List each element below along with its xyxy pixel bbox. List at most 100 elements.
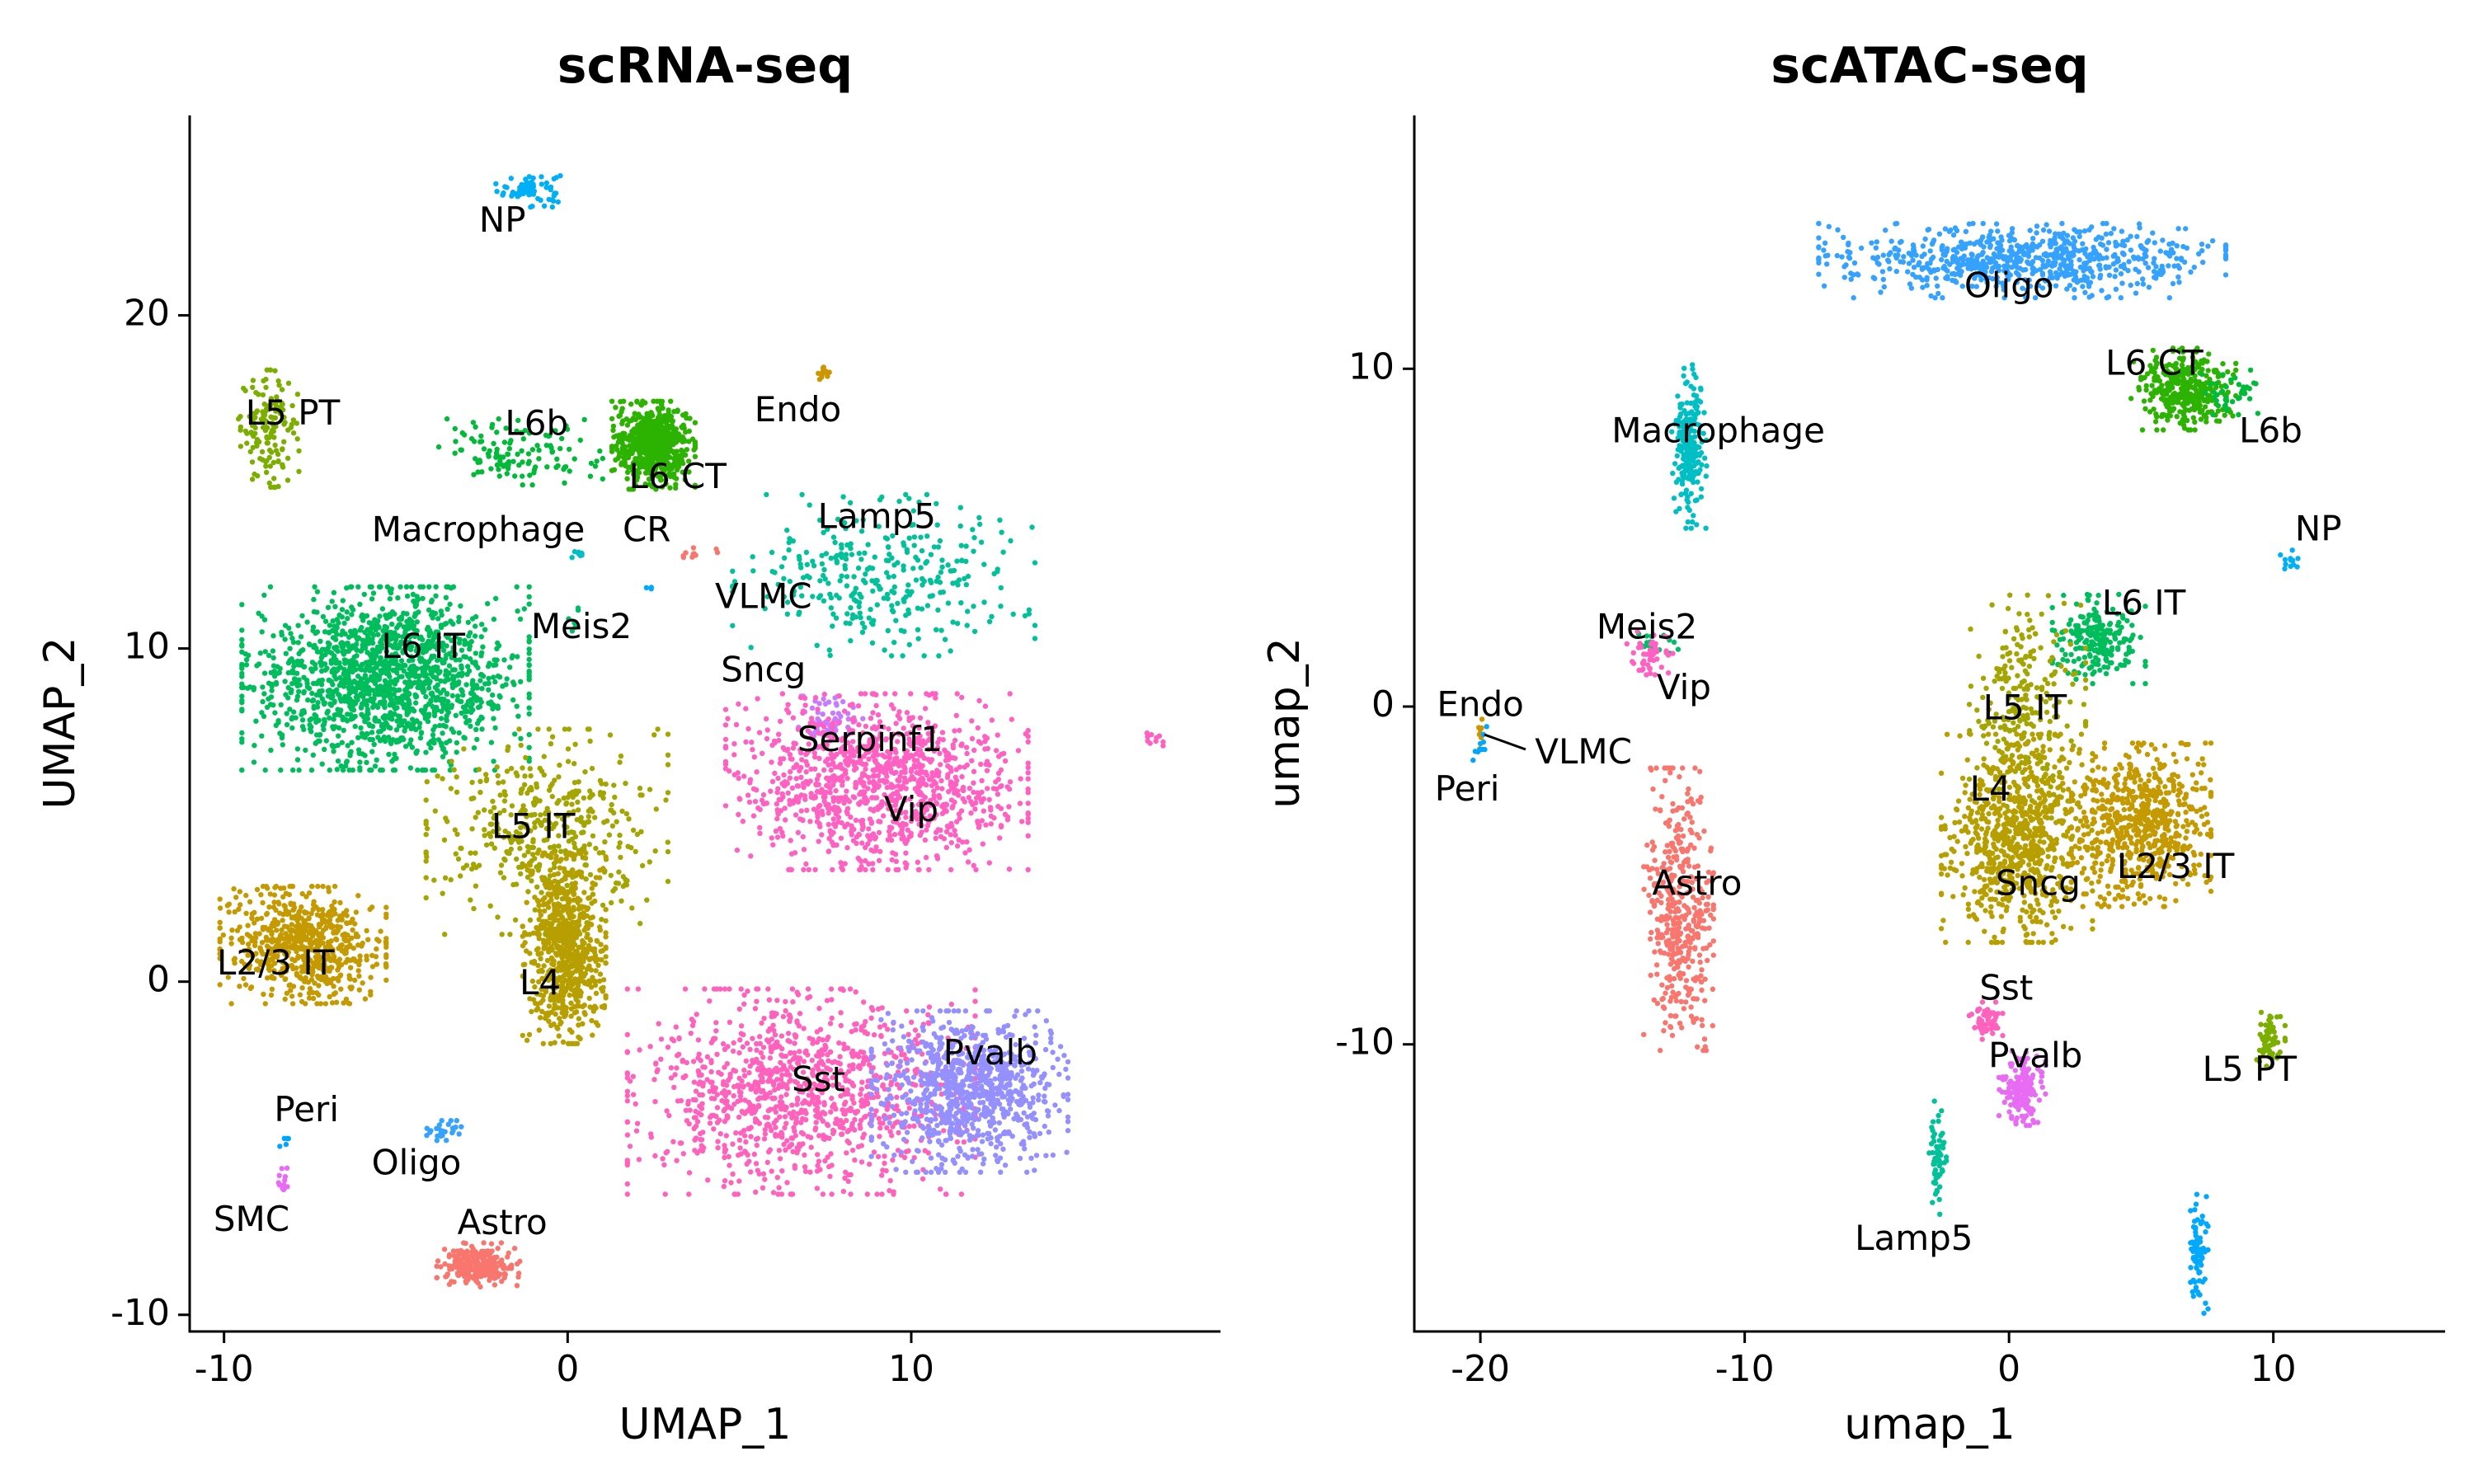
cluster-serpinf1 — [1144, 730, 1166, 749]
data-point — [528, 773, 534, 779]
data-point — [277, 411, 283, 416]
data-point — [791, 740, 797, 746]
data-point — [1025, 833, 1031, 838]
data-point — [556, 904, 562, 909]
data-point — [301, 726, 307, 733]
data-point — [966, 795, 972, 801]
data-point — [443, 724, 449, 730]
data-point — [628, 845, 634, 851]
data-point — [433, 584, 439, 589]
data-point — [812, 866, 818, 873]
data-point — [937, 538, 943, 544]
data-point — [816, 773, 821, 778]
data-point — [750, 813, 757, 819]
data-point — [479, 650, 485, 655]
data-point — [816, 701, 822, 707]
data-point — [372, 617, 378, 622]
data-point — [468, 796, 474, 801]
data-point — [260, 392, 266, 398]
cluster-cr — [680, 545, 721, 561]
data-point — [548, 443, 553, 448]
data-point — [515, 608, 520, 614]
data-point — [722, 803, 729, 809]
data-point — [268, 747, 274, 754]
data-point — [940, 801, 947, 808]
data-point — [851, 574, 857, 580]
data-point — [410, 591, 416, 598]
data-point — [976, 739, 982, 744]
data-point — [521, 782, 528, 787]
data-point — [482, 807, 487, 813]
data-point — [290, 430, 297, 436]
data-point — [1018, 776, 1023, 782]
data-point — [514, 703, 520, 709]
data-point — [896, 498, 902, 505]
data-point — [519, 448, 524, 453]
data-point — [803, 758, 809, 765]
data-point — [617, 832, 623, 838]
data-point — [949, 805, 955, 810]
data-point — [722, 761, 729, 768]
data-point — [679, 436, 684, 442]
data-point — [659, 484, 666, 490]
data-point — [339, 740, 345, 745]
data-point — [919, 547, 925, 554]
data-point — [667, 485, 673, 491]
data-point — [998, 585, 1004, 591]
data-point — [798, 774, 804, 780]
data-point — [1032, 560, 1038, 566]
data-point — [361, 591, 367, 598]
data-point — [546, 726, 552, 732]
data-point — [933, 835, 938, 842]
data-point — [658, 463, 664, 469]
data-point — [470, 420, 477, 425]
data-point — [885, 627, 891, 634]
data-point — [456, 614, 462, 620]
data-point — [858, 556, 864, 562]
data-point — [473, 613, 479, 620]
data-point — [239, 649, 245, 655]
data-point — [843, 771, 849, 777]
data-point — [564, 426, 571, 432]
data-point — [518, 430, 524, 435]
data-point — [520, 473, 525, 479]
data-point — [872, 848, 879, 853]
data-point — [516, 463, 522, 468]
data-point — [1025, 801, 1031, 806]
data-point — [500, 683, 506, 689]
data-point — [388, 710, 393, 716]
cluster-np — [493, 173, 563, 210]
data-point — [473, 815, 478, 820]
data-point — [855, 703, 862, 709]
data-point — [495, 773, 501, 779]
data-point — [407, 765, 414, 771]
data-point — [290, 639, 297, 646]
data-point — [511, 682, 517, 688]
data-point — [372, 680, 379, 687]
data-point — [251, 687, 256, 693]
data-point — [784, 527, 790, 533]
data-point — [364, 679, 370, 685]
data-point — [325, 604, 332, 610]
data-point — [296, 688, 302, 694]
data-point — [447, 738, 453, 744]
data-point — [321, 700, 327, 706]
data-point — [565, 795, 571, 801]
data-point — [535, 899, 541, 904]
data-point — [976, 824, 982, 830]
data-point — [571, 780, 578, 786]
data-point — [835, 815, 842, 820]
data-point — [323, 738, 329, 744]
data-point — [948, 832, 953, 838]
data-point — [282, 622, 289, 628]
data-point — [461, 746, 467, 752]
data-point — [971, 768, 977, 774]
data-point — [284, 721, 290, 728]
data-point — [491, 716, 496, 721]
data-point — [671, 474, 677, 481]
data-point — [397, 584, 403, 589]
data-point — [449, 693, 455, 699]
data-point — [423, 849, 429, 855]
data-point — [782, 555, 788, 561]
data-point — [647, 859, 652, 865]
